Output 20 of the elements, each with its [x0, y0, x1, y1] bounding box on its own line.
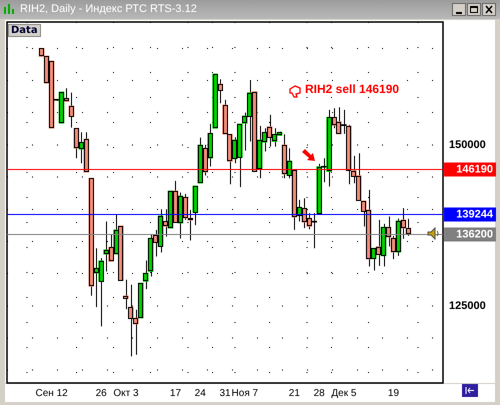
- text: Data: [8, 24, 41, 37]
- x-tick-label: Окт 3: [113, 388, 139, 399]
- y-tick-label: 125000: [449, 300, 486, 312]
- x-tick-label: 28: [314, 388, 326, 399]
- ref-line-label: 139244: [456, 208, 494, 221]
- y-tick-label: 150000: [449, 138, 486, 151]
- candlestick: [83, 132, 90, 173]
- x-tick-label: 17: [170, 388, 182, 399]
- ref-line-label: 136200: [456, 228, 493, 241]
- x-tick-label: Ноя 7: [232, 388, 259, 399]
- x-tick-label: 26: [96, 388, 108, 399]
- annotation: RIH2 sell 146190: [305, 82, 400, 96]
- x-tick-label: Сен 12: [35, 388, 68, 399]
- x-tick-label: Дек 5: [331, 388, 357, 399]
- x-tick-label: 21: [288, 388, 300, 399]
- ref-line-label: 146190: [456, 164, 493, 176]
- x-tick-label: 31: [219, 388, 231, 399]
- chart-title: RIH2, Daily - Индекс РТС RTS-3.12: [20, 3, 197, 15]
- x-tick-label: 24: [194, 388, 206, 399]
- x-tick-label: 19: [388, 388, 400, 399]
